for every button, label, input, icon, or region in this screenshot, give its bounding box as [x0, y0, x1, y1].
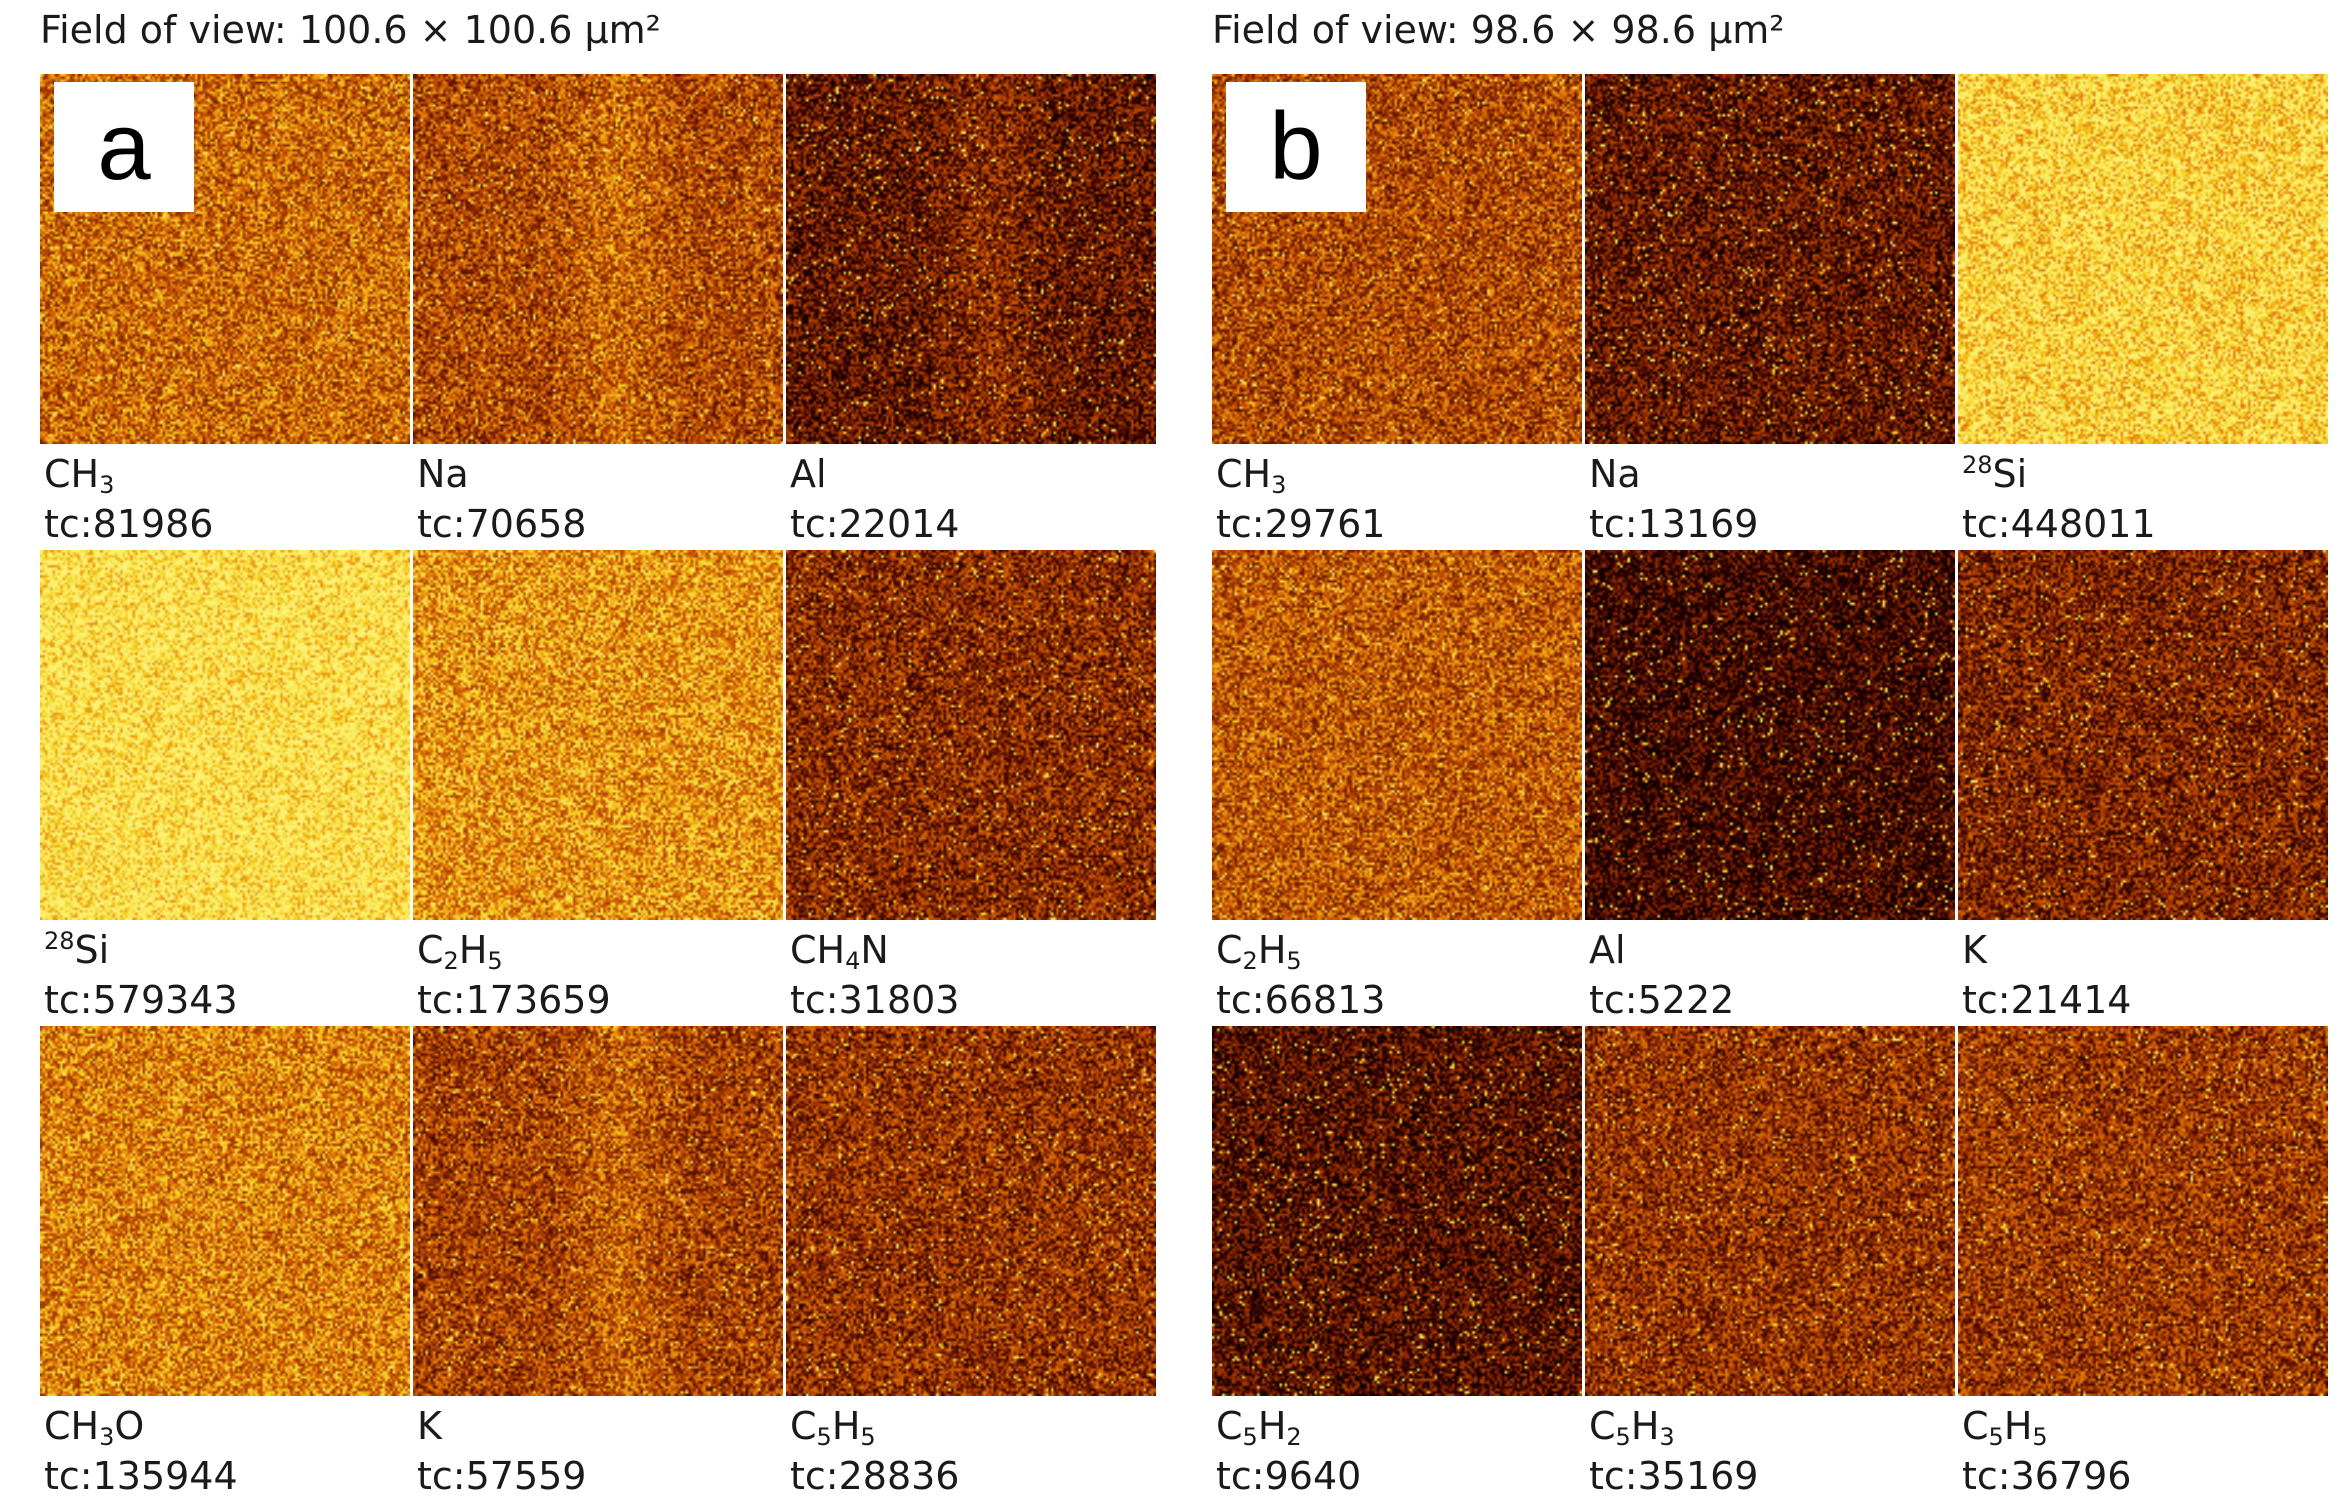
ion-map-ch3o: CH3O tc:135944 [40, 1026, 410, 1502]
total-counts: tc:9640 [1216, 1454, 1362, 1498]
ion-map-28si: 28Si tc:448011 [1958, 74, 2328, 550]
ion-label: CH3 [44, 452, 115, 499]
total-counts: tc:22014 [790, 502, 960, 546]
ion-label: CH3O [44, 1404, 145, 1451]
ion-map-image [786, 1026, 1156, 1396]
ion-map-row: 28Si tc:579343 C2H5 tc:173659 CH4N tc:31803 [40, 550, 1170, 1026]
total-counts: tc:57559 [417, 1454, 587, 1498]
total-counts: tc:31803 [790, 978, 960, 1022]
ion-map-image [1585, 74, 1955, 444]
total-counts: tc:29761 [1216, 502, 1386, 546]
ion-label: 28Si [44, 927, 110, 972]
field-of-view-label: Field of view: 100.6 × 100.6 µm² [40, 8, 661, 52]
ion-map-c5h2: C5H2 tc:9640 [1212, 1026, 1582, 1502]
ion-label: C5H3 [1589, 1404, 1675, 1451]
total-counts: tc:173659 [417, 978, 611, 1022]
ion-label: C5H2 [1216, 1404, 1302, 1451]
ion-map-image [413, 1026, 783, 1396]
ion-label: C2H5 [417, 928, 503, 975]
ion-label: C5H5 [1962, 1404, 2048, 1451]
panel-letter-box: b [1226, 82, 1366, 212]
ion-label: K [1962, 928, 1987, 972]
total-counts: tc:36796 [1962, 1454, 2132, 1498]
ion-label: C2H5 [1216, 928, 1302, 975]
ion-label: C5H5 [790, 1404, 876, 1451]
ion-map-image [1212, 550, 1582, 920]
ion-map-c5h5: C5H5 tc:28836 [786, 1026, 1156, 1502]
ion-label: Na [1589, 452, 1641, 496]
panel-a: Field of view: 100.6 × 100.6 µm² CH3 tc:8… [40, 0, 1170, 1500]
ion-map-image [40, 1026, 410, 1396]
total-counts: tc:70658 [417, 502, 587, 546]
ion-map-c5h5: C5H5 tc:36796 [1958, 1026, 2328, 1502]
total-counts: tc:5222 [1589, 978, 1735, 1022]
ion-map-na: Na tc:13169 [1585, 74, 1955, 550]
ion-map-image [786, 74, 1156, 444]
total-counts: tc:13169 [1589, 502, 1759, 546]
ion-map-image [40, 550, 410, 920]
ion-map-row: C5H2 tc:9640 C5H3 tc:35169 C5H5 tc:36796 [1212, 1026, 2342, 1502]
total-counts: tc:66813 [1216, 978, 1386, 1022]
total-counts: tc:448011 [1962, 502, 2156, 546]
ion-map-row: CH3 tc:29761 b Na tc:13169 28Si tc:448011 [1212, 74, 2342, 550]
ion-map-grid: CH3 tc:29761 b Na tc:13169 28Si tc:448011 C2H5 t… [1212, 74, 2342, 1502]
ion-label: Al [1589, 928, 1626, 972]
ion-label: 28Si [1962, 451, 2028, 496]
ion-map-ch3: CH3 tc:81986 a [40, 74, 410, 550]
ion-label: K [417, 1404, 442, 1448]
ion-map-c2h5: C2H5 tc:173659 [413, 550, 783, 1026]
ion-map-grid: CH3 tc:81986 a Na tc:70658 Al tc:22014 28Si tc:5… [40, 74, 1170, 1502]
panel-letter: a [97, 93, 151, 200]
ion-map-image [413, 74, 783, 444]
ion-map-na: Na tc:70658 [413, 74, 783, 550]
panel-letter-box: a [54, 82, 194, 212]
ion-map-c2h5: C2H5 tc:66813 [1212, 550, 1582, 1026]
ion-map-image [1958, 1026, 2328, 1396]
ion-map-ch3: CH3 tc:29761 b [1212, 74, 1582, 550]
ion-label: CH3 [1216, 452, 1287, 499]
ion-map-ch4n: CH4N tc:31803 [786, 550, 1156, 1026]
ion-map-28si: 28Si tc:579343 [40, 550, 410, 1026]
ion-map-al: Al tc:22014 [786, 74, 1156, 550]
total-counts: tc:21414 [1962, 978, 2132, 1022]
ion-map-row: CH3 tc:81986 a Na tc:70658 Al tc:22014 [40, 74, 1170, 550]
ion-map-al: Al tc:5222 [1585, 550, 1955, 1026]
field-of-view-label: Field of view: 98.6 × 98.6 µm² [1212, 8, 1785, 52]
panel-b: Field of view: 98.6 × 98.6 µm² CH3 tc:297… [1212, 0, 2342, 1500]
ion-map-c5h3: C5H3 tc:35169 [1585, 1026, 1955, 1502]
ion-label: Na [417, 452, 469, 496]
ion-map-image [413, 550, 783, 920]
total-counts: tc:35169 [1589, 1454, 1759, 1498]
ion-map-image [786, 550, 1156, 920]
total-counts: tc:28836 [790, 1454, 960, 1498]
ion-map-image [1585, 1026, 1955, 1396]
ion-map-image [1585, 550, 1955, 920]
panel-letter: b [1269, 93, 1323, 200]
ion-label: Al [790, 452, 827, 496]
ion-map-image [1958, 74, 2328, 444]
ion-map-image [1958, 550, 2328, 920]
ion-map-image [1212, 1026, 1582, 1396]
total-counts: tc:579343 [44, 978, 238, 1022]
total-counts: tc:81986 [44, 502, 214, 546]
ion-label: CH4N [790, 928, 889, 975]
total-counts: tc:135944 [44, 1454, 238, 1498]
